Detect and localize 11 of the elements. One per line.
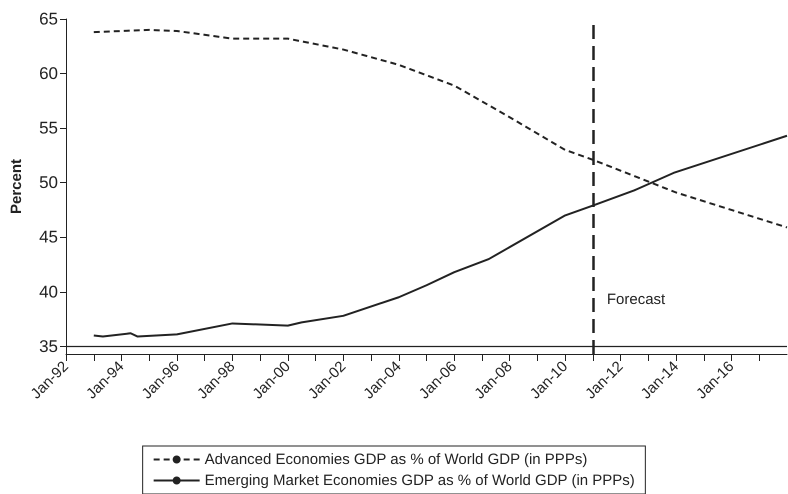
legend-label: Advanced Economies GDP as % of World GDP (in PPPs)	[204, 451, 588, 468]
y-axis-title: Percent	[8, 158, 25, 214]
y-tick-label: 55	[39, 118, 58, 138]
legend-label: Emerging Market Economies GDP as % of World GDP (in PPPs)	[204, 472, 635, 489]
y-tick-label: 50	[39, 173, 58, 192]
y-tick-label: 35	[39, 336, 58, 356]
y-tick-label: 65	[39, 10, 58, 28]
y-tick-label: 40	[39, 282, 58, 302]
y-tick-label: 45	[39, 228, 58, 247]
y-tick-label: 60	[39, 64, 58, 84]
ref-line-label: Forecast	[606, 291, 666, 308]
